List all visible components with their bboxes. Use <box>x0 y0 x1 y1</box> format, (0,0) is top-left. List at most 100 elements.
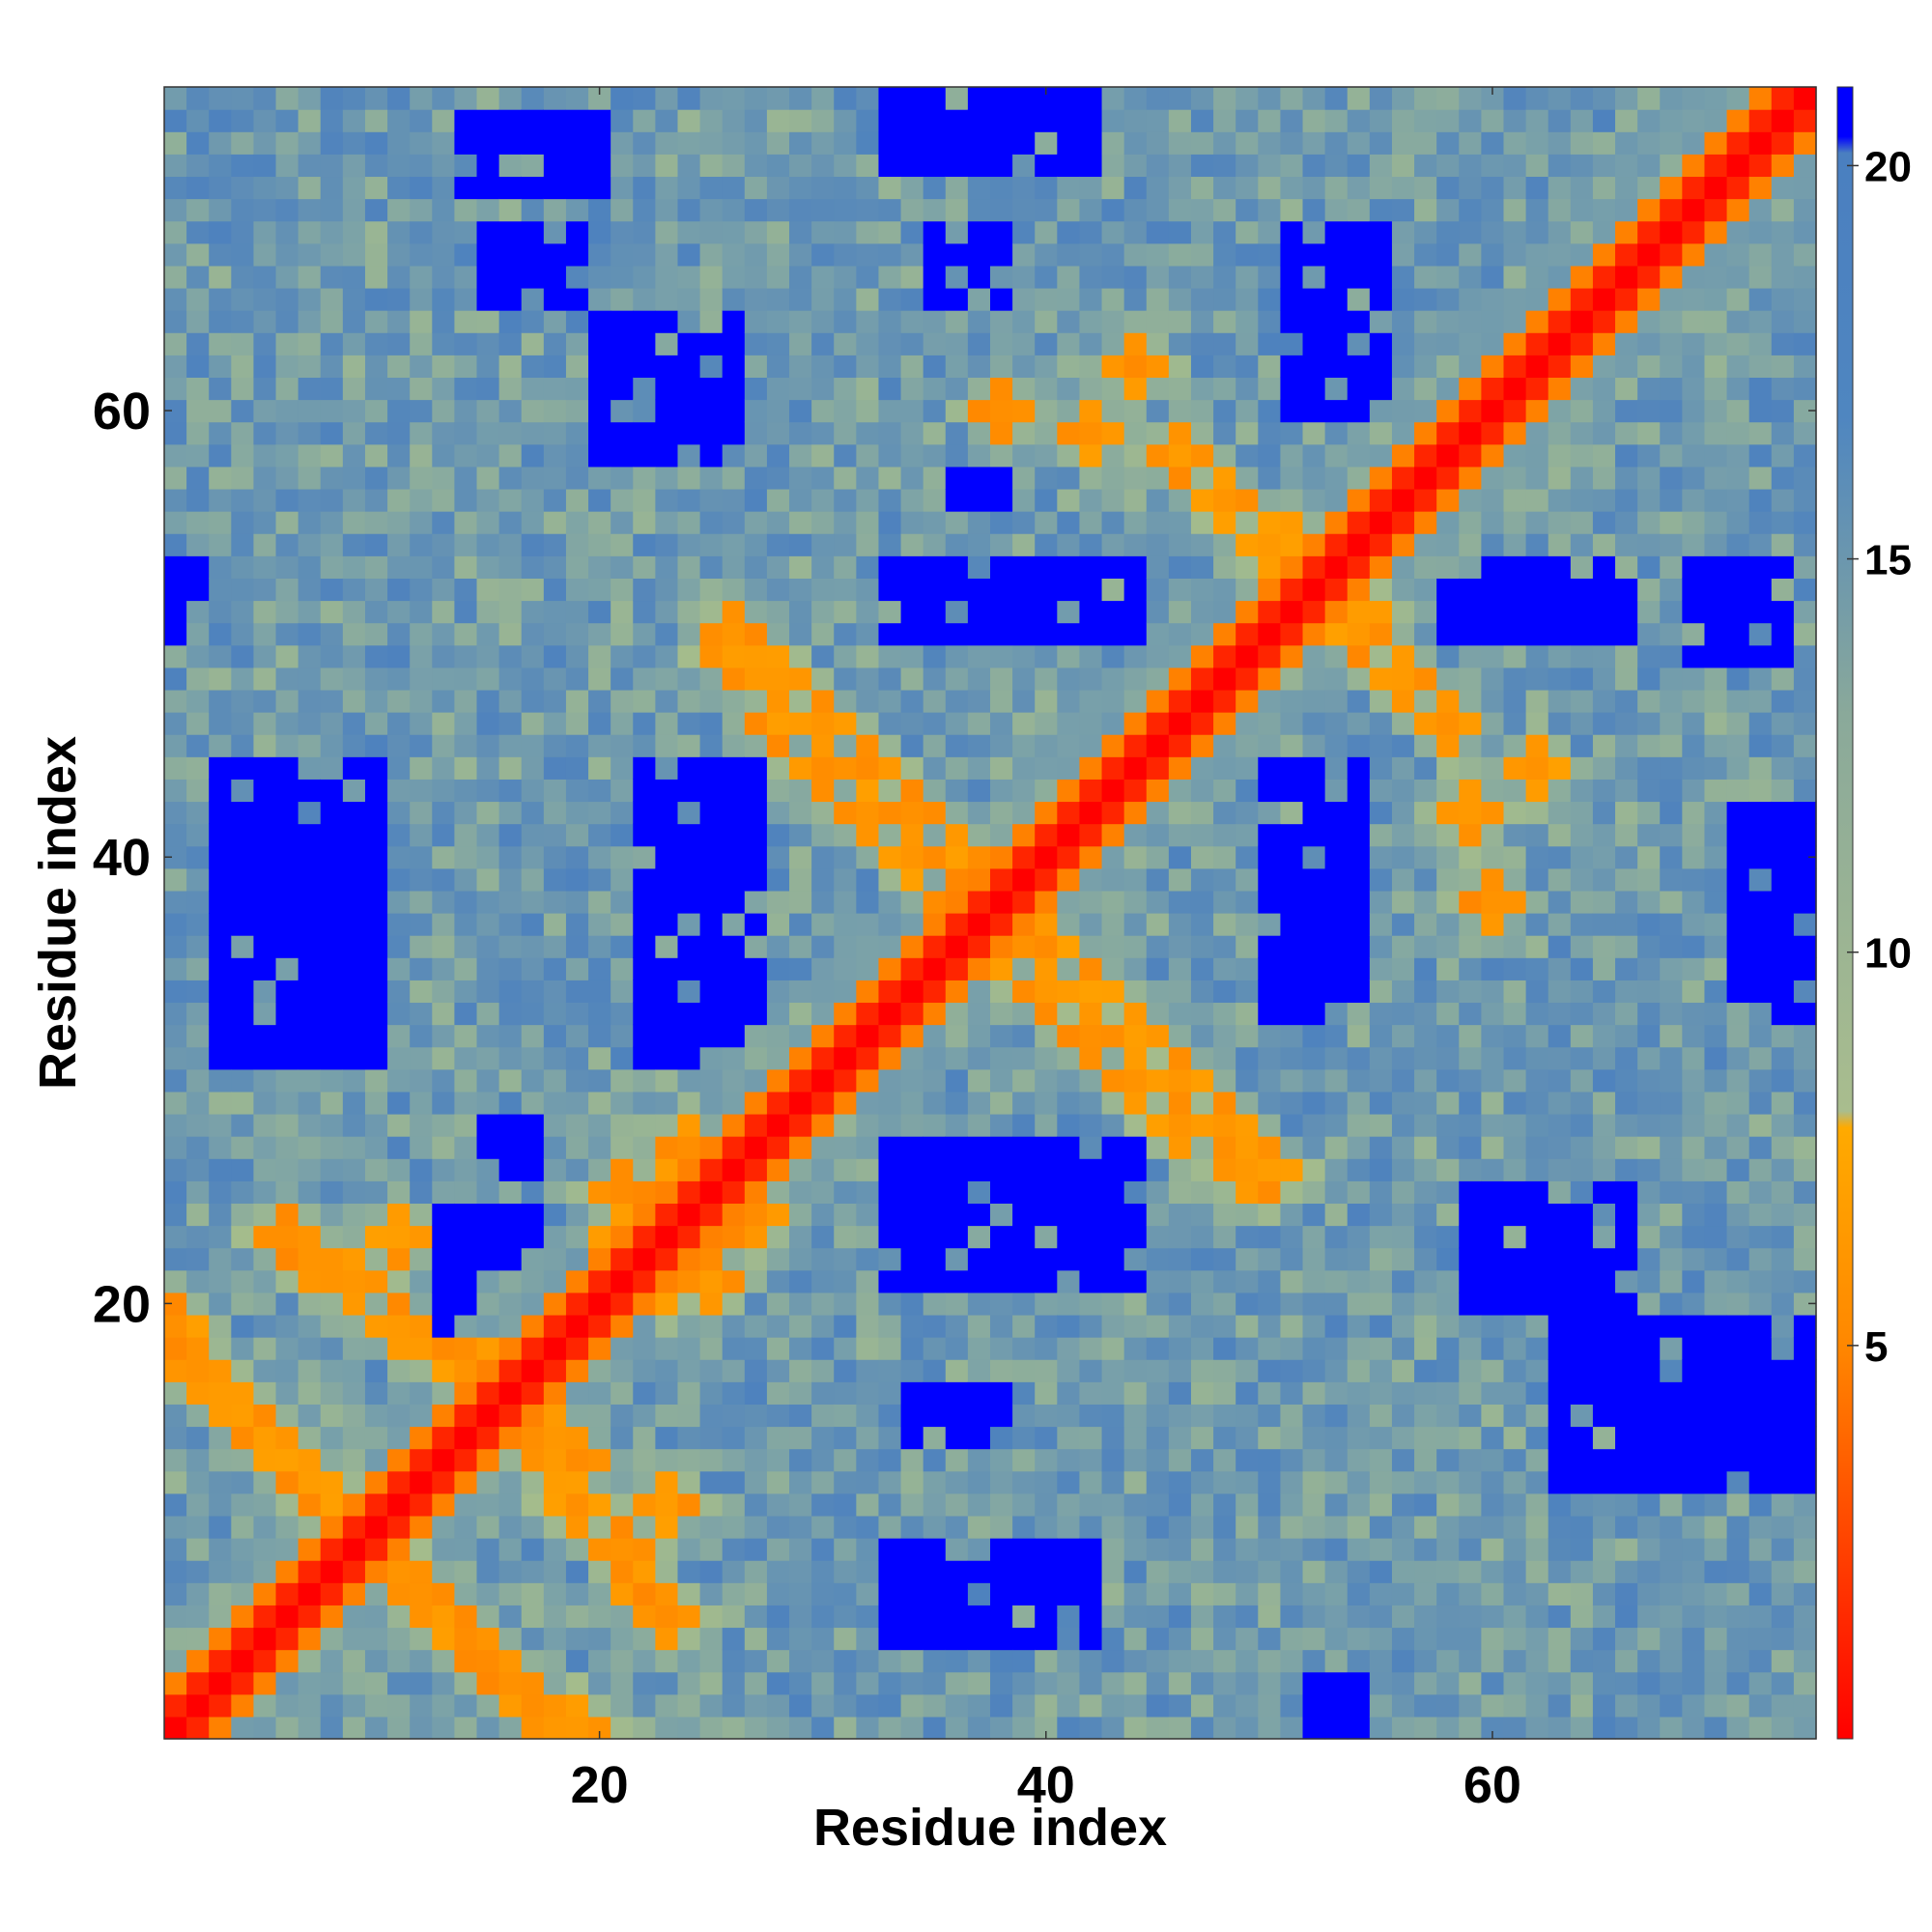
heatmap-cell <box>633 220 656 244</box>
heatmap-cell <box>1079 87 1103 110</box>
heatmap-cell <box>856 421 880 445</box>
heatmap-cell <box>1615 1492 1638 1517</box>
heatmap-cell <box>1146 287 1170 311</box>
heatmap-cell <box>1548 957 1572 980</box>
heatmap-cell <box>967 1404 991 1428</box>
heatmap-cell <box>1459 1225 1482 1249</box>
heatmap-cell <box>498 466 523 490</box>
heatmap-cell <box>1548 980 1572 1004</box>
heatmap-cell <box>878 756 902 780</box>
heatmap-cell <box>1035 1269 1058 1293</box>
heatmap-cell <box>186 1582 210 1605</box>
heatmap-cell <box>1236 1247 1259 1271</box>
heatmap-cell <box>655 399 679 423</box>
heatmap-cell <box>1324 176 1349 200</box>
heatmap-cell <box>342 1113 366 1137</box>
heatmap-cell <box>1548 399 1572 423</box>
heatmap-cell <box>454 1605 478 1629</box>
heatmap-cell <box>521 332 545 355</box>
heatmap-cell <box>1146 1158 1170 1181</box>
heatmap-cell <box>1101 1359 1125 1382</box>
heatmap-cell <box>1503 1693 1527 1718</box>
heatmap-cell <box>789 466 812 490</box>
heatmap-cell <box>945 109 969 132</box>
heatmap-cell <box>611 265 634 289</box>
heatmap-cell <box>834 1314 857 1338</box>
heatmap-cell <box>945 265 969 289</box>
heatmap-cell <box>1280 756 1304 780</box>
heatmap-cell <box>521 756 545 780</box>
heatmap-cell <box>1280 622 1304 646</box>
heatmap-cell <box>1459 578 1482 602</box>
heatmap-cell <box>1123 734 1148 757</box>
heatmap-cell <box>856 779 880 803</box>
heatmap-cell <box>253 176 277 200</box>
heatmap-cell <box>699 667 724 691</box>
heatmap-cell <box>722 109 746 132</box>
heatmap-cell <box>1190 890 1214 914</box>
heatmap-cell <box>811 332 835 355</box>
heatmap-cell <box>677 555 701 579</box>
heatmap-cell <box>164 734 187 757</box>
heatmap-cell <box>923 287 947 311</box>
heatmap-cell <box>498 913 523 936</box>
heatmap-cell <box>1280 220 1304 244</box>
heatmap-cell <box>186 355 210 379</box>
heatmap-cell <box>1637 1381 1661 1405</box>
heatmap-cell <box>1123 1649 1148 1673</box>
heatmap-cell <box>1213 287 1236 311</box>
heatmap-cell <box>633 1314 656 1338</box>
heatmap-cell <box>834 488 857 512</box>
heatmap-cell <box>342 1627 366 1651</box>
heatmap-cell <box>1324 845 1349 869</box>
heatmap-cell <box>387 712 411 735</box>
heatmap-cell <box>164 488 187 512</box>
heatmap-cell <box>387 488 411 512</box>
heatmap-cell <box>766 622 790 646</box>
heatmap-cell <box>1615 1716 1638 1740</box>
heatmap-cell <box>990 779 1013 803</box>
heatmap-cell <box>1347 1582 1371 1605</box>
heatmap-cell <box>565 845 589 869</box>
heatmap-cell <box>298 310 322 333</box>
heatmap-cell <box>1525 1002 1549 1026</box>
heatmap-cell <box>1057 1693 1081 1718</box>
heatmap-cell <box>611 355 634 379</box>
heatmap-cell <box>900 734 924 757</box>
heatmap-cell <box>1012 87 1036 110</box>
heatmap-cell <box>1570 1448 1594 1472</box>
heatmap-cell <box>1012 443 1036 468</box>
heatmap-cell <box>990 1292 1013 1316</box>
heatmap-cell <box>1079 890 1103 914</box>
heatmap-cell <box>1481 1448 1505 1472</box>
heatmap-cell <box>677 913 701 936</box>
heatmap-cell <box>923 1693 947 1718</box>
heatmap-cell <box>655 712 679 735</box>
heatmap-cell <box>1012 689 1036 713</box>
heatmap-cell <box>1168 377 1192 401</box>
heatmap-cell <box>498 1627 523 1651</box>
heatmap-cell <box>1570 1359 1594 1382</box>
heatmap-cell <box>789 1337 812 1360</box>
heatmap-cell <box>298 1158 322 1181</box>
heatmap-cell <box>543 1359 567 1382</box>
heatmap-cell <box>1637 154 1661 178</box>
heatmap-cell <box>990 265 1013 289</box>
heatmap-cell <box>699 1046 724 1070</box>
heatmap-cell <box>834 1582 857 1605</box>
heatmap-cell <box>834 689 857 713</box>
heatmap-cell <box>1459 779 1482 803</box>
heatmap-cell <box>342 399 366 423</box>
heatmap-cell <box>1057 511 1081 534</box>
heatmap-cell <box>342 310 366 333</box>
heatmap-cell <box>766 1247 790 1271</box>
heatmap-cell <box>1280 443 1304 468</box>
heatmap-cell <box>209 443 232 468</box>
heatmap-cell <box>1236 533 1259 556</box>
heatmap-cell <box>1190 220 1214 244</box>
heatmap-cell <box>1190 734 1214 757</box>
heatmap-cell <box>364 443 388 468</box>
heatmap-cell <box>1101 1560 1125 1583</box>
heatmap-cell <box>1615 377 1638 401</box>
heatmap-cell <box>878 867 902 892</box>
